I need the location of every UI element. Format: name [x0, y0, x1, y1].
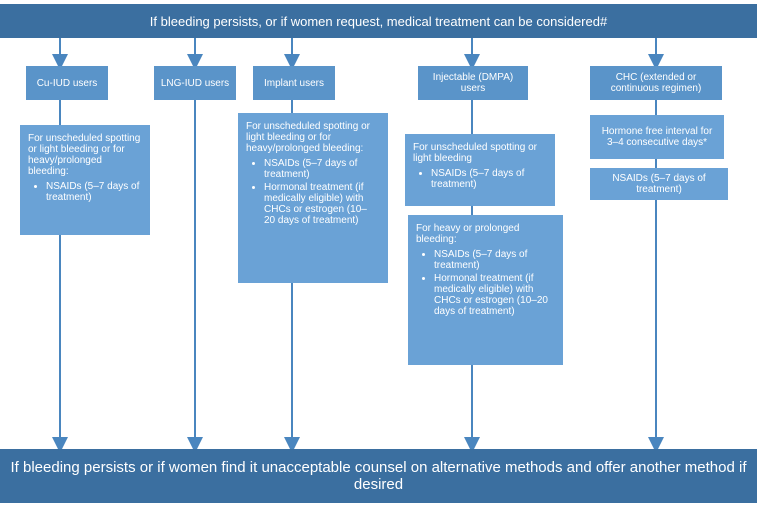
treatment-bullet: NSAIDs (5–7 days of treatment): [431, 168, 547, 190]
treatment-bullet: Hormonal treatment (if medically eligibl…: [434, 273, 555, 317]
treatment-bullets: NSAIDs (5–7 days of treatment)Hormonal t…: [246, 158, 380, 226]
treatment-box-injectable-0: For unscheduled spotting or light bleedi…: [405, 134, 555, 206]
category-header-cu-iud: Cu-IUD users: [26, 66, 108, 100]
treatment-bullet: Hormonal treatment (if medically eligibl…: [264, 182, 380, 226]
treatment-bullet: NSAIDs (5–7 days of treatment): [264, 158, 380, 180]
treatment-box-chc-0: Hormone free interval for 3–4 consecutiv…: [590, 115, 724, 159]
treatment-bullet: NSAIDs (5–7 days of treatment): [46, 181, 142, 203]
treatment-intro: For unscheduled spotting or light bleedi…: [246, 121, 380, 154]
treatment-intro: Hormone free interval for 3–4 consecutiv…: [598, 126, 716, 148]
category-header-lng-iud: LNG-IUD users: [154, 66, 236, 100]
category-header-implant: Implant users: [253, 66, 335, 100]
treatment-intro: For unscheduled spotting or light bleedi…: [413, 142, 547, 164]
treatment-bullets: NSAIDs (5–7 days of treatment): [28, 181, 142, 203]
category-header-injectable: Injectable (DMPA) users: [418, 66, 528, 100]
treatment-box-chc-1: NSAIDs (5–7 days of treatment): [590, 168, 728, 200]
treatment-bullet: NSAIDs (5–7 days of treatment): [434, 249, 555, 271]
treatment-bullets: NSAIDs (5–7 days of treatment)Hormonal t…: [416, 249, 555, 317]
bottom-banner: If bleeding persists or if women find it…: [0, 449, 757, 503]
category-header-chc: CHC (extended or continuous regimen): [590, 66, 722, 100]
treatment-bullets: NSAIDs (5–7 days of treatment): [413, 168, 547, 190]
treatment-box-implant-0: For unscheduled spotting or light bleedi…: [238, 113, 388, 283]
treatment-intro: NSAIDs (5–7 days of treatment): [598, 173, 720, 195]
top-banner: If bleeding persists, or if women reques…: [0, 4, 757, 38]
treatment-box-injectable-1: For heavy or prolonged bleeding: NSAIDs (…: [408, 215, 563, 365]
treatment-intro: For heavy or prolonged bleeding:: [416, 223, 555, 245]
treatment-intro: For unscheduled spotting or light bleedi…: [28, 133, 142, 177]
treatment-box-cu-iud-0: For unscheduled spotting or light bleedi…: [20, 125, 150, 235]
